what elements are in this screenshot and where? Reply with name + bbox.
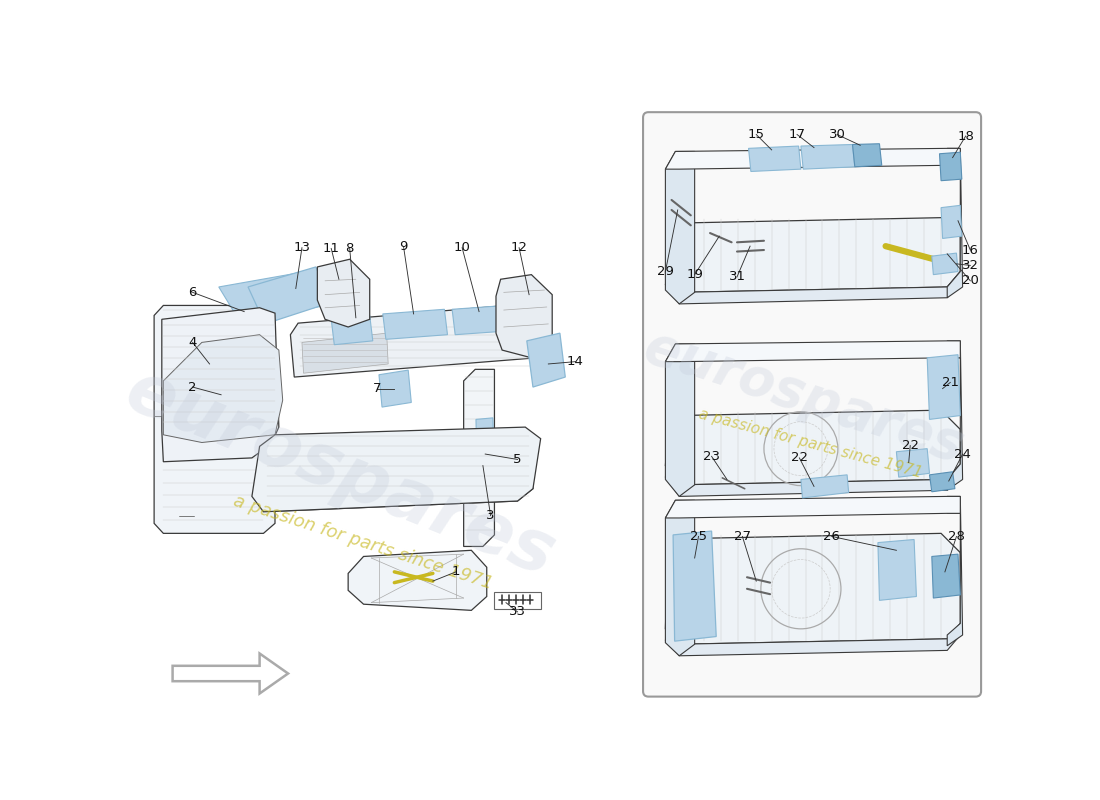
Text: 13: 13: [294, 241, 310, 254]
Text: 10: 10: [453, 241, 471, 254]
Polygon shape: [496, 274, 552, 358]
Polygon shape: [163, 334, 283, 442]
Polygon shape: [452, 306, 509, 334]
Polygon shape: [666, 410, 960, 485]
Text: 6: 6: [188, 286, 197, 299]
Text: 4: 4: [188, 336, 197, 349]
Text: 29: 29: [657, 265, 674, 278]
Polygon shape: [852, 144, 882, 167]
Text: 31: 31: [728, 270, 746, 283]
Polygon shape: [878, 539, 916, 600]
Text: 8: 8: [345, 242, 354, 255]
Text: 27: 27: [734, 530, 751, 543]
Text: 28: 28: [948, 530, 965, 543]
Text: 32: 32: [961, 259, 979, 272]
Text: 20: 20: [961, 274, 979, 287]
Text: 9: 9: [399, 241, 408, 254]
Polygon shape: [249, 267, 331, 324]
Polygon shape: [932, 554, 960, 598]
Text: 30: 30: [828, 128, 846, 141]
Polygon shape: [666, 148, 960, 169]
Text: 25: 25: [690, 530, 707, 543]
Polygon shape: [666, 218, 960, 292]
Polygon shape: [331, 315, 373, 345]
Polygon shape: [666, 344, 695, 496]
Text: 5: 5: [514, 453, 521, 466]
Text: eurospares: eurospares: [637, 320, 970, 473]
Polygon shape: [666, 496, 960, 518]
Text: 18: 18: [957, 130, 975, 142]
Polygon shape: [666, 500, 695, 656]
Polygon shape: [527, 333, 565, 387]
Polygon shape: [666, 464, 960, 496]
Polygon shape: [383, 310, 448, 339]
Text: 2: 2: [188, 381, 197, 394]
Polygon shape: [932, 253, 958, 274]
Text: 16: 16: [961, 243, 979, 257]
Polygon shape: [947, 148, 962, 298]
Polygon shape: [219, 271, 326, 322]
Text: 23: 23: [703, 450, 720, 463]
Text: 14: 14: [566, 355, 584, 368]
Polygon shape: [154, 306, 275, 534]
Text: 17: 17: [789, 128, 805, 141]
Polygon shape: [348, 550, 486, 610]
Text: 22: 22: [791, 451, 807, 464]
Text: 1: 1: [452, 566, 460, 578]
Polygon shape: [318, 259, 370, 327]
Text: 22: 22: [902, 439, 918, 452]
Text: 12: 12: [510, 241, 528, 254]
Polygon shape: [666, 271, 960, 304]
Polygon shape: [666, 151, 695, 304]
Polygon shape: [218, 362, 265, 434]
Text: 19: 19: [686, 268, 703, 281]
Polygon shape: [252, 427, 541, 512]
Text: 7: 7: [373, 382, 382, 395]
Polygon shape: [666, 341, 960, 362]
Text: 24: 24: [954, 447, 971, 461]
Polygon shape: [801, 145, 855, 169]
Polygon shape: [666, 534, 960, 644]
Polygon shape: [749, 146, 801, 171]
Text: a passion for parts since 1971: a passion for parts since 1971: [231, 492, 496, 593]
FancyBboxPatch shape: [644, 112, 981, 697]
Polygon shape: [939, 152, 961, 181]
Polygon shape: [896, 449, 929, 477]
Polygon shape: [464, 370, 495, 546]
Text: 15: 15: [748, 128, 764, 141]
Text: 33: 33: [509, 606, 526, 618]
Text: 21: 21: [942, 376, 959, 389]
Text: 3: 3: [486, 509, 495, 522]
Polygon shape: [290, 304, 541, 377]
Polygon shape: [476, 418, 495, 490]
Polygon shape: [947, 496, 962, 646]
Polygon shape: [927, 354, 960, 419]
Polygon shape: [252, 446, 534, 512]
Text: 11: 11: [322, 242, 340, 255]
Polygon shape: [666, 623, 960, 656]
Polygon shape: [942, 206, 961, 238]
Polygon shape: [801, 475, 849, 498]
Polygon shape: [947, 341, 962, 490]
Polygon shape: [673, 531, 716, 641]
Polygon shape: [162, 308, 279, 462]
Polygon shape: [378, 370, 411, 407]
Text: a passion for parts since 1971: a passion for parts since 1971: [696, 407, 924, 481]
Polygon shape: [301, 333, 388, 373]
Text: 26: 26: [823, 530, 840, 543]
Text: eurospares: eurospares: [116, 356, 565, 591]
Polygon shape: [930, 472, 955, 492]
